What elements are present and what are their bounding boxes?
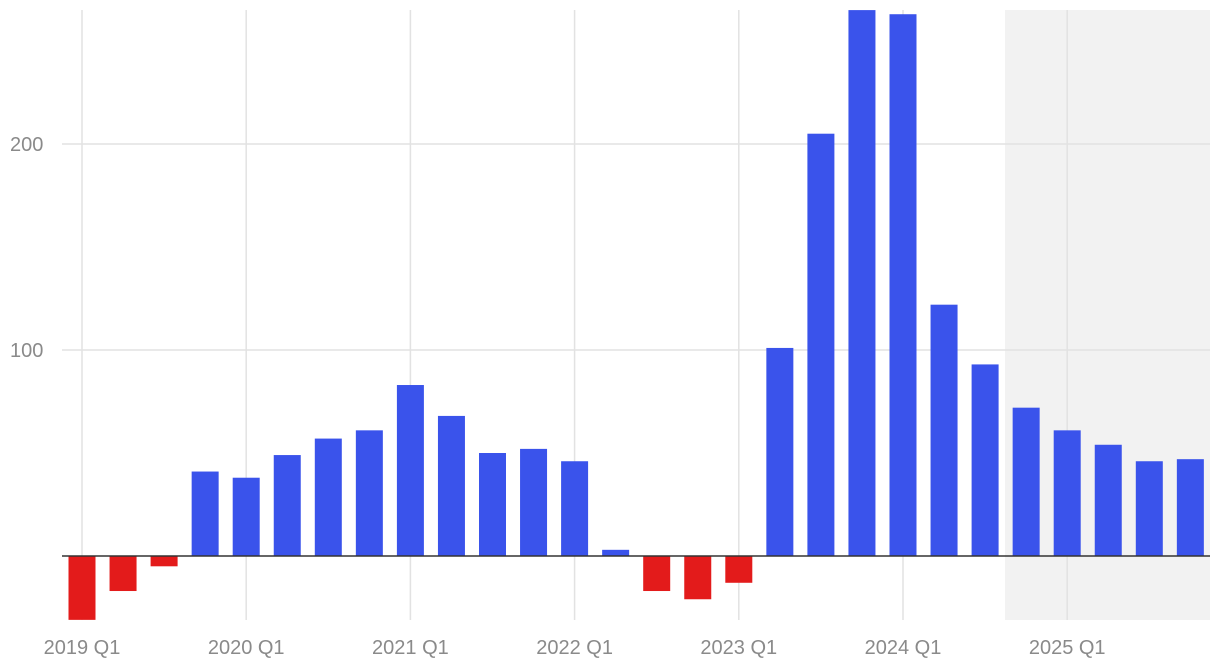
bar bbox=[232, 477, 260, 556]
bar bbox=[971, 364, 999, 556]
bar bbox=[396, 385, 424, 556]
bar bbox=[1135, 461, 1163, 556]
x-tick-label: 2023 Q1 bbox=[700, 637, 777, 659]
bar bbox=[68, 556, 96, 620]
x-tick-label: 2020 Q1 bbox=[208, 637, 285, 659]
bar bbox=[191, 471, 219, 556]
bar bbox=[437, 415, 465, 556]
y-tick-label: 200 bbox=[10, 134, 43, 156]
bar bbox=[684, 556, 712, 600]
x-tick-label: 2022 Q1 bbox=[536, 637, 613, 659]
bars bbox=[68, 10, 1204, 620]
bar bbox=[150, 556, 178, 567]
bar bbox=[807, 133, 835, 556]
bar bbox=[930, 304, 958, 556]
bar bbox=[520, 448, 548, 556]
bar bbox=[273, 455, 301, 556]
x-tick-label: 2024 Q1 bbox=[865, 637, 942, 659]
bar bbox=[109, 556, 137, 592]
bar bbox=[561, 461, 589, 556]
bar bbox=[479, 453, 506, 556]
bar bbox=[643, 556, 671, 592]
bar bbox=[889, 14, 917, 557]
bar bbox=[355, 430, 383, 556]
x-tick-label: 2019 Q1 bbox=[44, 637, 121, 659]
axis-labels: 100 200 2019 Q1 2020 Q1 2021 Q1 2022 Q1 2023 Q… bbox=[10, 134, 1106, 659]
bar bbox=[766, 347, 794, 556]
bar bbox=[1012, 407, 1040, 556]
bar bbox=[1094, 444, 1122, 556]
bar bbox=[848, 10, 876, 557]
bar bbox=[1053, 430, 1081, 556]
x-tick-label: 2025 Q1 bbox=[1029, 637, 1106, 659]
bar bbox=[314, 438, 342, 556]
bar bbox=[1176, 459, 1204, 556]
x-tick-label: 2021 Q1 bbox=[372, 637, 449, 659]
bar bbox=[602, 549, 630, 556]
y-tick-label: 100 bbox=[10, 340, 43, 362]
bar bbox=[725, 556, 753, 583]
